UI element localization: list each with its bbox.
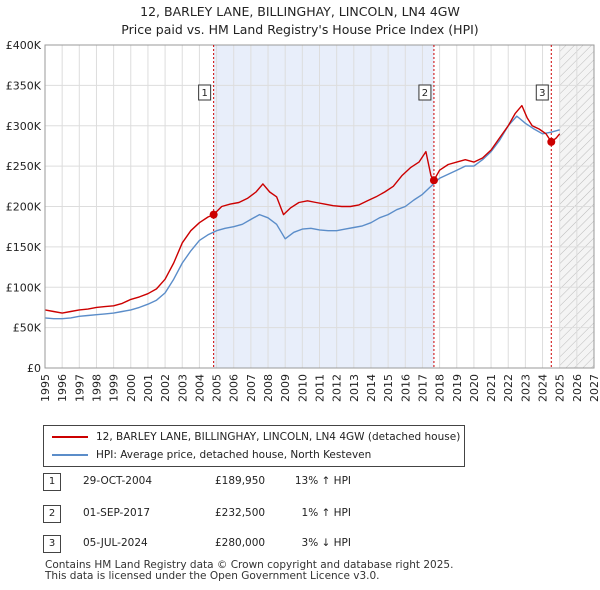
x-tick-label: 1997 [73,374,86,402]
sale-marker-badge [535,84,549,101]
sale-row: 3 05-JUL-2024 £280,000 3% ↓ HPI [43,535,503,553]
series-line-hpi [44,115,560,320]
sale-price: £280,000 [215,537,266,549]
y-tick-label: £250K [6,160,42,173]
legend-label-hpi: HPI: Average price, detached house, Nort… [96,449,372,461]
y-tick-label: £400K [6,39,42,52]
chart-subtitle: Price paid vs. HM Land Registry's House … [121,22,479,37]
x-tick-label: 2008 [262,374,275,402]
x-tick-label: 2002 [159,374,172,402]
sale-markers: 1 2 3 [198,45,556,368]
x-tick-label: 2027 [588,374,600,402]
y-tick-label: £350K [6,79,42,92]
sale-number-badge: 2 [43,505,61,523]
x-tick-label: 2007 [245,374,258,402]
footer-copyright: Contains HM Land Registry data © Crown c… [45,559,454,571]
x-tick-label: 2005 [211,374,224,402]
footer-credits: Contains HM Land Registry data © Crown c… [45,560,453,582]
plot-frame [44,44,595,369]
x-tick-label: 2016 [399,374,412,402]
x-tick-label: 2012 [331,374,344,402]
x-tick-label: 2026 [571,374,584,402]
y-tick-label: £200K [6,201,42,214]
series-lines [44,104,561,320]
gridlines [44,44,595,369]
y-tick-label: £50K [13,322,42,335]
x-tick-label: 1995 [39,374,52,402]
x-tick-label: 2011 [314,374,327,402]
x-tick-label: 1998 [90,374,103,402]
axes: £0 £50K £100K £150K £200K £250K £300K £350K £400… [6,39,600,402]
y-tick-label: £0 [27,362,41,375]
x-tick-label: 2019 [451,374,464,402]
x-tick-label: 2000 [125,374,138,402]
sale-hpi-change: 3% ↓ HPI [301,537,351,549]
x-tick-label: 2003 [176,374,189,402]
sale-hpi-change: 13% ↑ HPI [294,475,351,487]
y-tick-label: £300K [6,120,42,133]
sale-marker-label: 1 [201,88,207,99]
sale-number-badge: 1 [43,473,61,491]
x-tick-label: 1996 [56,374,69,402]
legend-label-property: 12, BARLEY LANE, BILLINGHAY, LINCOLN, LN… [96,431,461,443]
x-tick-label: 2023 [519,374,532,402]
sale-marker-point [547,137,556,146]
x-tick-label: 2022 [502,374,515,402]
sale-price: £189,950 [215,475,266,487]
x-tick-label: 2009 [279,374,292,402]
x-tick-label: 2010 [296,374,309,402]
legend-swatch-property [52,436,88,438]
sale-date: 05-JUL-2024 [83,537,148,549]
sale-date: 01-SEP-2017 [83,507,151,519]
sale-marker-badge [198,84,212,101]
sale-marker-label: 2 [422,88,428,99]
sale-hpi-change: 1% ↑ HPI [301,507,351,519]
x-tick-label: 2025 [554,374,567,402]
x-tick-label: 2013 [348,374,361,402]
legend-swatch-hpi [52,454,88,456]
sale-row: 2 01-SEP-2017 £232,500 1% ↑ HPI [43,505,503,523]
x-tick-label: 2024 [537,374,550,402]
x-tick-label: 2006 [228,374,241,402]
x-tick-label: 2015 [382,374,395,402]
series-line-property [44,104,561,314]
legend: 12, BARLEY LANE, BILLINGHAY, LINCOLN, LN… [43,425,465,467]
y-tick-label: £100K [6,281,42,294]
sale-marker-badge [418,84,432,101]
sale-number-badge: 3 [43,535,61,553]
sale-marker-point [209,210,218,219]
sale-marker-point [429,176,438,185]
x-tick-label: 2018 [434,374,447,402]
sale-date: 29-OCT-2004 [83,475,152,487]
legend-item-property: 12, BARLEY LANE, BILLINGHAY, LINCOLN, LN… [52,428,460,446]
price-chart: £0 £50K £100K £150K £200K £250K £300K £350K £400… [6,39,600,402]
x-tick-label: 2014 [365,374,378,402]
sale-marker-label: 3 [539,88,545,99]
chart-title: 12, BARLEY LANE, BILLINGHAY, LINCOLN, LN… [0,3,600,39]
x-tick-label: 2001 [142,374,155,402]
legend-item-hpi: HPI: Average price, detached house, Nort… [52,446,371,464]
y-tick-label: £150K [6,241,42,254]
x-tick-label: 2020 [468,374,481,402]
sale-price: £232,500 [215,507,266,519]
x-tick-label: 2017 [416,374,429,402]
x-tick-label: 1999 [108,374,121,402]
x-tick-label: 2021 [485,374,498,402]
sale-row: 1 29-OCT-2004 £189,950 13% ↑ HPI [43,473,503,491]
chart-title-line-1: 12, BARLEY LANE, BILLINGHAY, LINCOLN, LN… [140,4,460,19]
x-tick-label: 2004 [193,374,206,402]
footer-license: This data is licensed under the Open Gov… [45,570,380,582]
